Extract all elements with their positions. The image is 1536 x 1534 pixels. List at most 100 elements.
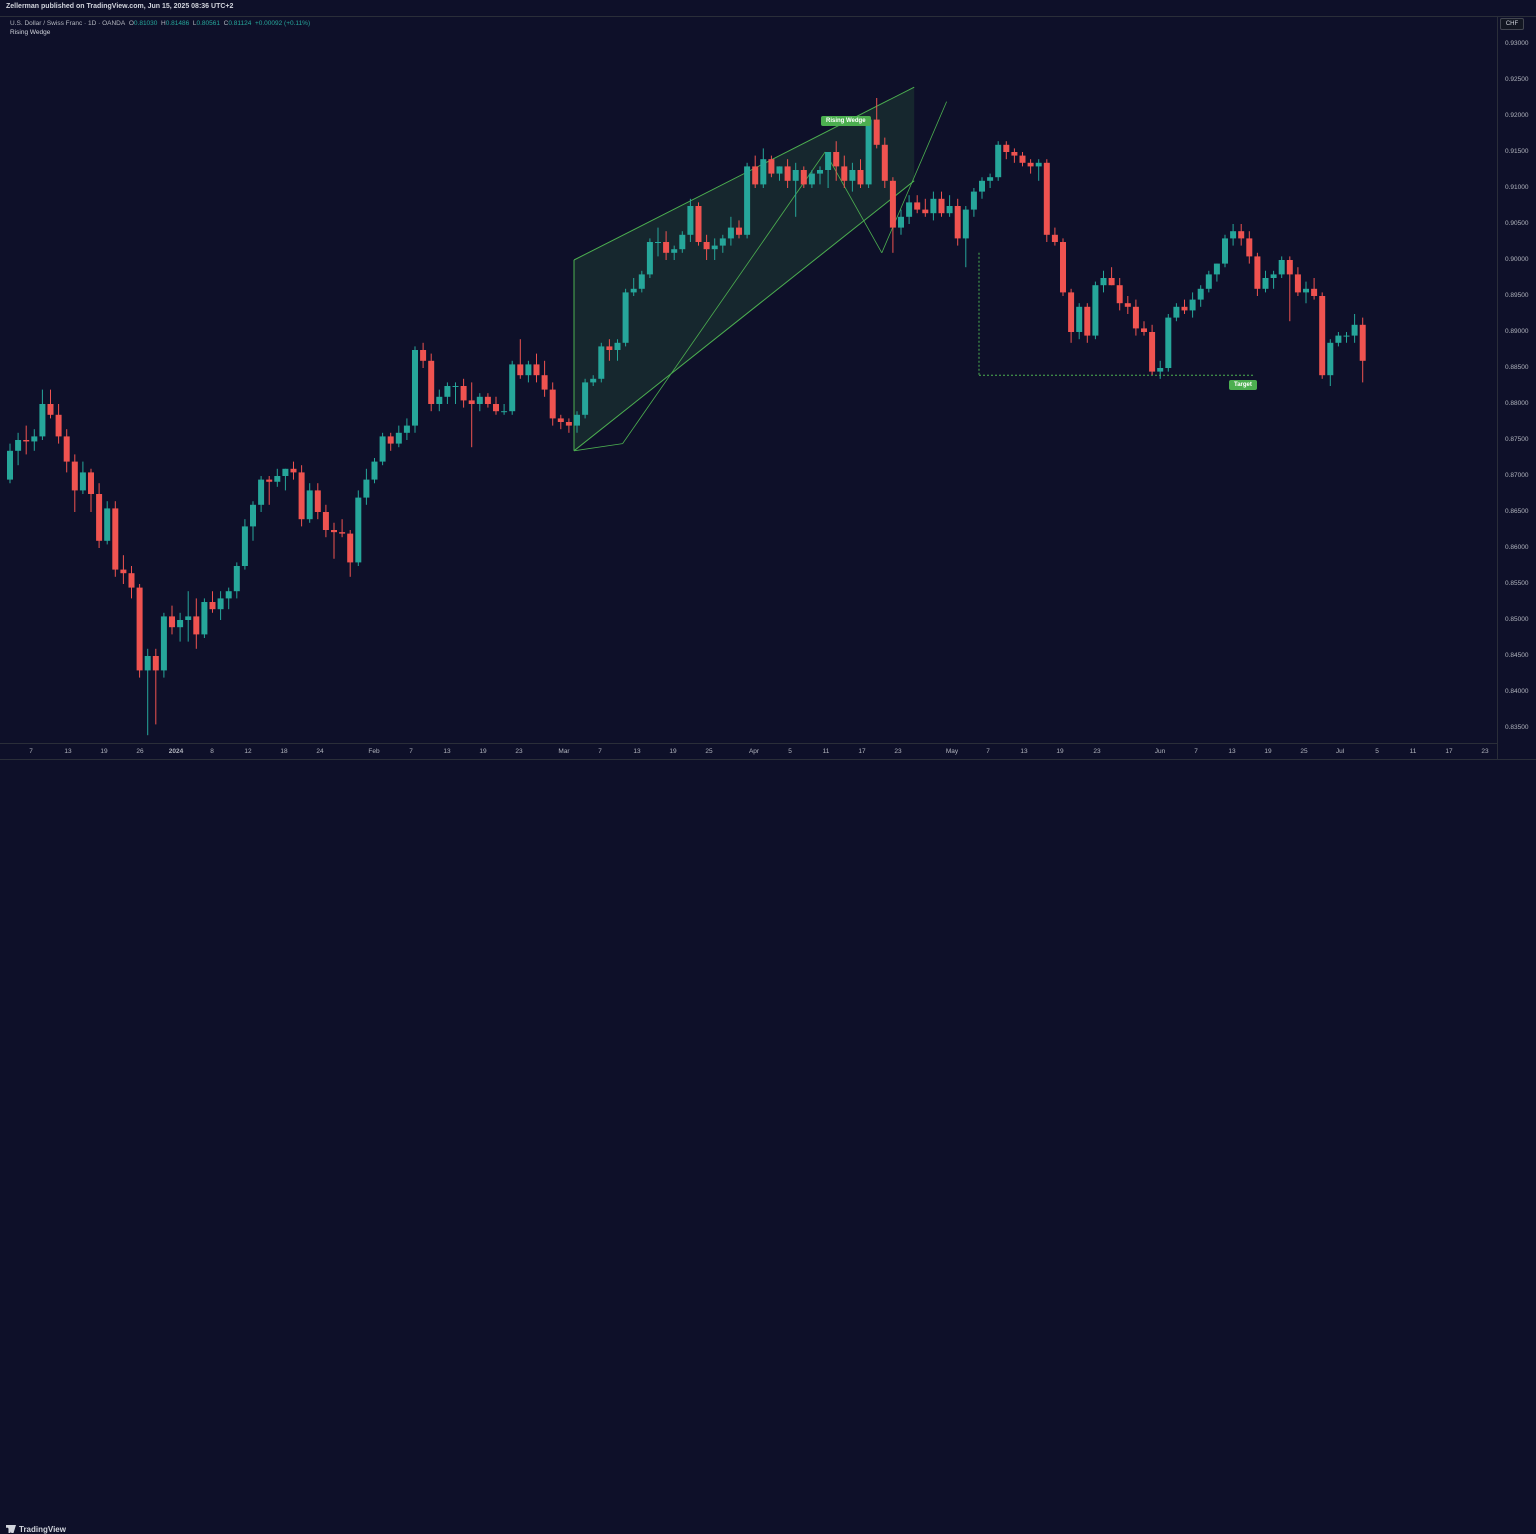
price-tick-label: 0.84500: [1505, 652, 1529, 659]
rising-wedge-label[interactable]: Rising Wedge: [821, 116, 871, 127]
candle-body-147: [1197, 288, 1204, 300]
time-tick-label: 13: [633, 748, 641, 755]
candle-body-43: [355, 497, 362, 563]
price-tick-label: 0.87500: [1505, 436, 1529, 443]
time-tick-label: 12: [244, 748, 252, 755]
time-tick-label: 13: [443, 748, 451, 755]
target-label[interactable]: Target: [1229, 380, 1257, 390]
candle-body-25: [209, 602, 216, 610]
candle-body-18: [152, 656, 159, 671]
candle-body-153: [1246, 238, 1253, 257]
candle-body-146: [1189, 299, 1196, 311]
price-axis[interactable]: [1498, 16, 1536, 759]
candle-body-137: [1116, 285, 1123, 304]
candle-body-96: [784, 166, 791, 181]
candle-body-57: [468, 400, 475, 404]
candle-body-116: [946, 206, 953, 214]
candle-body-92: [752, 166, 759, 185]
time-tick-label: 26: [136, 748, 144, 755]
candle-body-10: [88, 472, 94, 494]
candle-body-2: [23, 440, 30, 442]
candle-body-110: [898, 216, 904, 228]
candle-body-53: [436, 396, 443, 404]
candle-body-154: [1254, 256, 1261, 289]
candle-body-128: [1043, 162, 1050, 235]
candle-body-117: [954, 206, 961, 239]
time-tick-label: 7: [1194, 748, 1198, 755]
candle-body-158: [1286, 260, 1293, 275]
legend-h-value: 0.81486: [165, 20, 190, 27]
candle-body-76: [622, 292, 629, 343]
candle-body-1: [15, 440, 22, 451]
time-tick-label: 19: [100, 748, 108, 755]
candle-body-136: [1108, 278, 1115, 286]
candle-body-69: [565, 422, 572, 426]
candle-body-6: [55, 414, 62, 437]
time-tick-label: 7: [598, 748, 602, 755]
candle-body-81: [663, 242, 670, 253]
price-tick-label: 0.90500: [1505, 220, 1529, 227]
candle-body-77: [630, 288, 637, 293]
candle-body-52: [428, 360, 435, 404]
candle-body-75: [614, 342, 621, 350]
wedge-zigzag-2: [824, 151, 883, 253]
time-tick-label: 11: [1409, 748, 1417, 755]
candle-body-148: [1205, 274, 1212, 289]
chart-area[interactable]: [0, 16, 1498, 759]
time-tick-label: 25: [1300, 748, 1308, 755]
time-tick-label: 13: [1228, 748, 1236, 755]
candle-body-51: [420, 350, 427, 361]
price-tick-label: 0.83500: [1505, 724, 1529, 731]
time-tick-label: Feb: [368, 748, 380, 755]
candle-body-135: [1100, 278, 1107, 286]
candle-body-95: [776, 166, 783, 174]
candle-body-166: [1351, 324, 1358, 336]
candle-body-32: [266, 479, 273, 482]
time-tick-label: 7: [29, 748, 33, 755]
time-tick-label: 24: [316, 748, 324, 755]
time-axis[interactable]: [0, 743, 1497, 760]
candle-body-142: [1157, 368, 1164, 372]
candle-body-72: [590, 378, 597, 383]
legend-l-value: 0.80561: [196, 20, 220, 27]
candle-body-20: [169, 616, 175, 628]
candle-body-36: [298, 472, 305, 520]
candle-body-109: [889, 180, 896, 228]
candle-body-70: [574, 414, 580, 426]
time-tick-label: Mar: [558, 748, 570, 755]
candle-body-122: [995, 144, 1002, 178]
candle-body-133: [1084, 306, 1091, 336]
candle-body-9: [79, 472, 86, 491]
price-tick-label: 0.92000: [1505, 112, 1529, 119]
candle-body-155: [1262, 278, 1269, 289]
candle-body-125: [1019, 155, 1026, 163]
candle-body-37: [306, 490, 313, 520]
currency-badge[interactable]: CHF: [1500, 18, 1524, 30]
legend-study[interactable]: Rising Wedge: [10, 29, 51, 36]
candle-body-35: [290, 468, 297, 473]
candle-body-107: [873, 119, 880, 145]
candle-body-139: [1132, 306, 1139, 329]
candle-body-157: [1278, 260, 1285, 275]
time-tick-label: 13: [1020, 748, 1028, 755]
candle-body-40: [331, 530, 337, 533]
candle-body-140: [1141, 328, 1147, 332]
candle-body-78: [638, 274, 645, 289]
time-tick-label: 5: [788, 748, 792, 755]
candlestick-chart[interactable]: [0, 16, 1497, 743]
time-tick-label: Apr: [748, 748, 760, 755]
candle-body-42: [347, 533, 354, 563]
candle-body-167: [1359, 324, 1366, 361]
candle-body-83: [679, 234, 686, 250]
candle-body-93: [760, 159, 767, 185]
candle-body-164: [1335, 335, 1342, 343]
price-tick-label: 0.92500: [1505, 76, 1529, 83]
candle-body-33: [274, 476, 281, 482]
candle-body-3: [31, 436, 38, 442]
tradingview-brand[interactable]: TradingView: [6, 1525, 66, 1534]
candle-body-149: [1213, 263, 1220, 275]
footer-bar: TradingView: [0, 759, 1536, 1534]
candle-body-156: [1270, 274, 1277, 278]
candle-body-108: [881, 144, 888, 181]
legend-symbol: U.S. Dollar / Swiss Franc · 1D · OANDA: [10, 20, 126, 27]
